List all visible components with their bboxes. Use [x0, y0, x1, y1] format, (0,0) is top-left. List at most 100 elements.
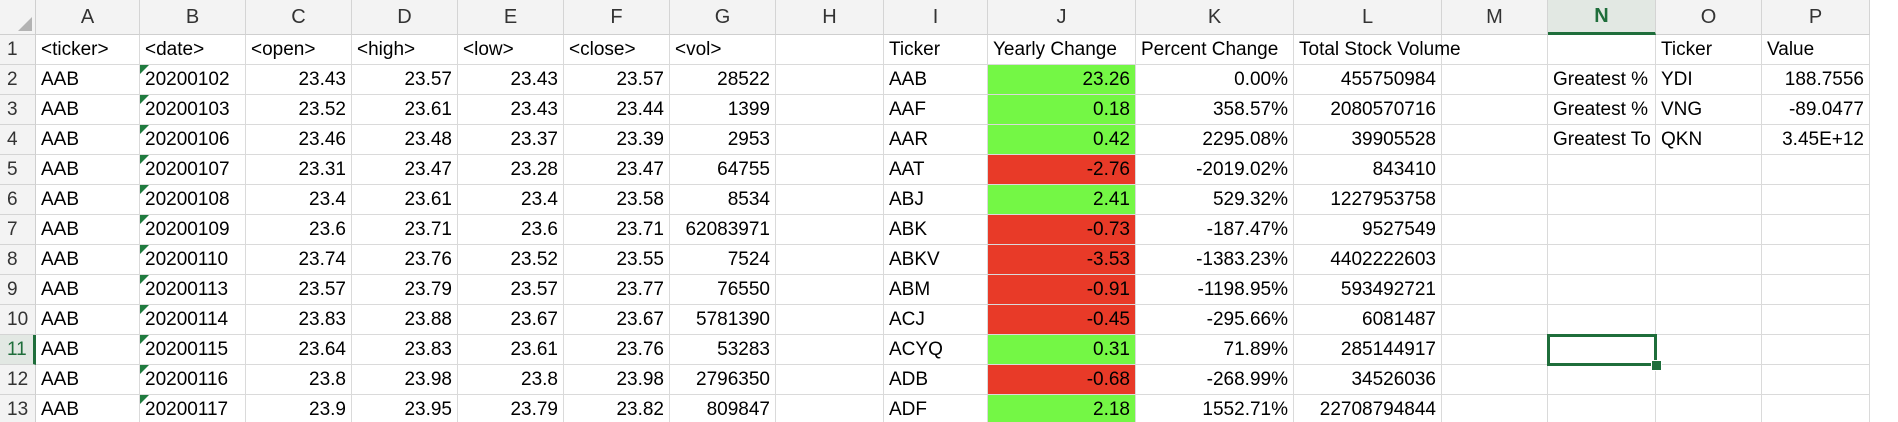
summary-cell[interactable]: ABK [884, 215, 988, 245]
yearly-change-cell[interactable]: -3.53 [988, 245, 1136, 275]
data-cell[interactable]: 2953 [670, 125, 776, 155]
select-all-corner[interactable] [0, 0, 36, 35]
column-header-o[interactable]: O [1656, 0, 1762, 35]
data-cell[interactable]: AAB [36, 95, 140, 125]
summary-cell[interactable]: ADB [884, 365, 988, 395]
grid-cell[interactable] [1656, 305, 1762, 335]
data-cell[interactable]: 23.77 [564, 275, 670, 305]
grid-cell[interactable] [1548, 215, 1656, 245]
summary-cell[interactable]: 2295.08% [1136, 125, 1294, 155]
summary-cell[interactable]: 71.89% [1136, 335, 1294, 365]
grid-cell[interactable] [1762, 245, 1870, 275]
summary-cell[interactable]: 529.32% [1136, 185, 1294, 215]
summary-cell[interactable]: -295.66% [1136, 305, 1294, 335]
grid-cell[interactable] [1442, 65, 1548, 95]
summary-cell[interactable]: -1383.23% [1136, 245, 1294, 275]
date-cell[interactable]: 20200116 [140, 365, 246, 395]
row-header-4[interactable]: 4 [0, 125, 36, 155]
row-header-5[interactable]: 5 [0, 155, 36, 185]
data-cell[interactable]: 23.76 [564, 335, 670, 365]
grid-cell[interactable] [1762, 395, 1870, 422]
summary-cell[interactable]: AAT [884, 155, 988, 185]
data-cell[interactable]: 23.37 [458, 125, 564, 155]
data-cell[interactable]: 28522 [670, 65, 776, 95]
fill-handle[interactable] [1651, 360, 1662, 371]
row-header-7[interactable]: 7 [0, 215, 36, 245]
greatest-value-cell[interactable]: 3.45E+12 [1762, 125, 1870, 155]
data-cell[interactable]: AAB [36, 155, 140, 185]
summary-cell[interactable]: ACJ [884, 305, 988, 335]
summary-cell[interactable]: 22708794844 [1294, 395, 1442, 422]
grid-cell[interactable] [776, 35, 884, 65]
raw-header-cell[interactable]: <date> [140, 35, 246, 65]
data-cell[interactable]: 23.98 [564, 365, 670, 395]
summary-cell[interactable]: -268.99% [1136, 365, 1294, 395]
grid-cell[interactable] [776, 245, 884, 275]
raw-header-cell[interactable]: <high> [352, 35, 458, 65]
column-header-i[interactable]: I [884, 0, 988, 35]
yearly-change-cell[interactable]: -2.76 [988, 155, 1136, 185]
data-cell[interactable]: 53283 [670, 335, 776, 365]
data-cell[interactable]: 23.43 [246, 65, 352, 95]
raw-header-cell[interactable]: <close> [564, 35, 670, 65]
grid-cell[interactable] [1548, 305, 1656, 335]
data-cell[interactable]: 23.46 [246, 125, 352, 155]
column-header-e[interactable]: E [458, 0, 564, 35]
grid-cell[interactable] [776, 155, 884, 185]
yearly-change-cell[interactable]: -0.91 [988, 275, 1136, 305]
data-cell[interactable]: 23.55 [564, 245, 670, 275]
greatest-ticker-cell[interactable]: VNG [1656, 95, 1762, 125]
data-cell[interactable]: 23.8 [458, 365, 564, 395]
data-cell[interactable]: 23.52 [458, 245, 564, 275]
data-cell[interactable]: 23.57 [352, 65, 458, 95]
data-cell[interactable]: 23.83 [352, 335, 458, 365]
summary-cell[interactable]: 6081487 [1294, 305, 1442, 335]
data-cell[interactable]: 23.57 [246, 275, 352, 305]
row-header-1[interactable]: 1 [0, 35, 36, 65]
greatest-header-cell[interactable]: Ticker [1656, 35, 1762, 65]
data-cell[interactable]: 23.4 [458, 185, 564, 215]
grid-cell[interactable] [776, 305, 884, 335]
summary-cell[interactable]: 39905528 [1294, 125, 1442, 155]
data-cell[interactable]: AAB [36, 215, 140, 245]
greatest-label-cell[interactable]: Greatest % [1548, 95, 1656, 125]
data-cell[interactable]: 23.61 [458, 335, 564, 365]
data-cell[interactable]: 23.43 [458, 95, 564, 125]
data-cell[interactable]: AAB [36, 365, 140, 395]
yearly-change-cell[interactable]: -0.45 [988, 305, 1136, 335]
data-cell[interactable]: AAB [36, 335, 140, 365]
data-cell[interactable]: 23.67 [458, 305, 564, 335]
grid-cell[interactable] [776, 365, 884, 395]
summary-cell[interactable]: 1227953758 [1294, 185, 1442, 215]
grid-cell[interactable] [1442, 275, 1548, 305]
grid-cell[interactable] [1656, 395, 1762, 422]
raw-header-cell[interactable]: <low> [458, 35, 564, 65]
data-cell[interactable]: 23.71 [564, 215, 670, 245]
data-cell[interactable]: 23.67 [564, 305, 670, 335]
yearly-change-cell[interactable]: 0.31 [988, 335, 1136, 365]
summary-cell[interactable]: 358.57% [1136, 95, 1294, 125]
data-cell[interactable]: 23.48 [352, 125, 458, 155]
data-cell[interactable]: 23.83 [246, 305, 352, 335]
yearly-change-cell[interactable]: -0.73 [988, 215, 1136, 245]
raw-header-cell[interactable]: <ticker> [36, 35, 140, 65]
data-cell[interactable]: 23.4 [246, 185, 352, 215]
row-header-13[interactable]: 13 [0, 395, 36, 422]
data-cell[interactable]: 23.57 [458, 275, 564, 305]
date-cell[interactable]: 20200106 [140, 125, 246, 155]
summary-cell[interactable]: AAR [884, 125, 988, 155]
greatest-ticker-cell[interactable]: YDI [1656, 65, 1762, 95]
summary-cell[interactable]: -1198.95% [1136, 275, 1294, 305]
data-cell[interactable]: 23.6 [246, 215, 352, 245]
raw-header-cell[interactable]: <vol> [670, 35, 776, 65]
grid-cell[interactable] [1442, 125, 1548, 155]
grid-cell[interactable] [1656, 215, 1762, 245]
grid-cell[interactable] [1548, 245, 1656, 275]
grid-cell[interactable] [1548, 155, 1656, 185]
grid-cell[interactable] [1548, 35, 1656, 65]
date-cell[interactable]: 20200108 [140, 185, 246, 215]
summary-cell[interactable]: ABJ [884, 185, 988, 215]
date-cell[interactable]: 20200117 [140, 395, 246, 422]
date-cell[interactable]: 20200110 [140, 245, 246, 275]
summary-cell[interactable]: ABKV [884, 245, 988, 275]
